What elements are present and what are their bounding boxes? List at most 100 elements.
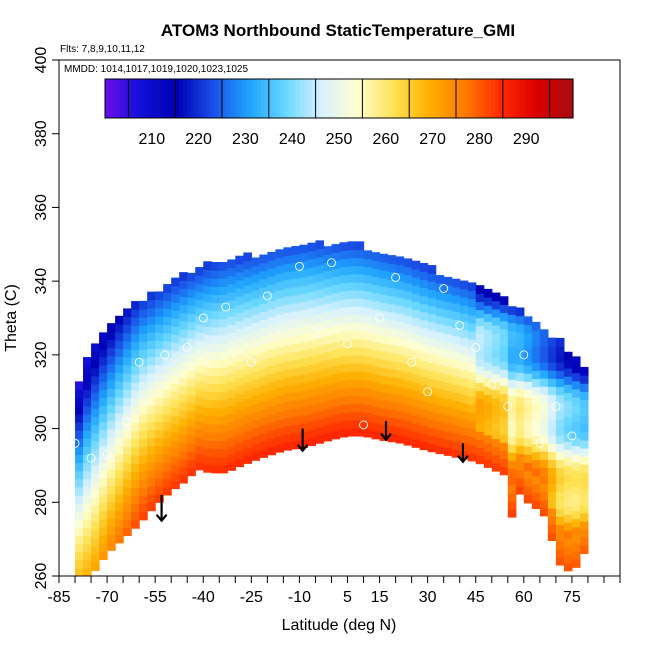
- field-cell: [227, 462, 236, 471]
- field-cell: [219, 310, 228, 320]
- field-cell: [347, 346, 357, 356]
- field-cell: [275, 346, 284, 356]
- field-cell: [499, 417, 509, 427]
- field-cell: [107, 404, 116, 413]
- field-cell: [123, 478, 132, 488]
- field-cell: [355, 265, 365, 275]
- colorbar-swatch: [323, 79, 328, 118]
- field-cell: [107, 461, 116, 470]
- field-cell: [355, 346, 365, 356]
- field-cell: [283, 263, 293, 273]
- field-cell: [243, 293, 252, 302]
- field-cell: [115, 453, 124, 463]
- profile-point: [327, 258, 336, 268]
- field-cell: [331, 406, 341, 415]
- field-cell: [235, 312, 244, 322]
- field-cell: [531, 419, 541, 428]
- field-cell: [259, 384, 268, 393]
- field-cell: [467, 306, 477, 316]
- field-cell: [275, 411, 284, 421]
- field-cell: [147, 332, 156, 341]
- field-cell: [339, 380, 349, 389]
- field-cell: [299, 301, 309, 311]
- field-cell: [467, 347, 477, 357]
- field-cell: [259, 351, 268, 361]
- field-cell: [571, 421, 581, 430]
- field-cell: [363, 282, 373, 292]
- field-cell: [171, 423, 180, 433]
- field-cell: [123, 438, 132, 447]
- field-cell: [131, 309, 140, 318]
- field-cell: [195, 388, 204, 398]
- field-cell: [483, 305, 493, 314]
- field-cell: [323, 294, 333, 304]
- field-cell: [371, 325, 381, 334]
- field-cell: [523, 324, 533, 334]
- colorbar-swatch: [424, 79, 430, 118]
- field-cell: [563, 400, 573, 410]
- field-cell: [323, 384, 333, 393]
- field-cell: [179, 458, 188, 468]
- field-cell: [451, 392, 461, 401]
- field-cell: [499, 296, 509, 305]
- field-cell: [323, 254, 333, 263]
- field-cell: [387, 336, 397, 345]
- field-cell: [251, 281, 260, 291]
- field-cell: [75, 470, 84, 480]
- field-cell: [331, 260, 341, 270]
- field-cell: [403, 380, 413, 389]
- field-cell: [419, 344, 429, 353]
- field-cell: [107, 420, 116, 430]
- x-tick-label: 75: [563, 589, 581, 606]
- field-cell: [355, 330, 365, 340]
- field-cell: [323, 286, 333, 296]
- field-cell: [123, 308, 132, 318]
- field-cell: [579, 464, 589, 473]
- field-cell: [91, 367, 100, 377]
- field-cell: [155, 291, 164, 301]
- field-cell: [403, 282, 413, 292]
- field-cell: [483, 313, 493, 322]
- field-cell: [203, 318, 212, 327]
- field-cell: [395, 353, 405, 363]
- field-cell: [123, 389, 132, 399]
- colorbar-swatch: [253, 79, 258, 118]
- field-cell: [83, 365, 92, 374]
- field-cell: [459, 394, 469, 403]
- field-cell: [203, 455, 212, 465]
- field-cell: [179, 450, 188, 460]
- field-cell: [75, 559, 84, 569]
- field-cell: [507, 492, 517, 502]
- field-cell: [515, 396, 525, 406]
- field-cell: [91, 440, 100, 450]
- field-cell: [507, 484, 517, 494]
- field-cell: [219, 391, 228, 401]
- field-cell: [139, 414, 148, 424]
- field-cell: [139, 373, 148, 383]
- field-cell: [123, 486, 132, 496]
- colorbar-swatch: [241, 79, 246, 118]
- field-cell: [187, 467, 196, 477]
- field-cell: [259, 368, 268, 377]
- field-cell: [139, 422, 148, 432]
- field-cell: [539, 491, 549, 501]
- field-cell: [555, 451, 565, 461]
- field-cell: [483, 345, 493, 355]
- colorbar-swatch: [530, 79, 535, 118]
- field-cell: [315, 386, 325, 396]
- field-cell: [371, 333, 381, 343]
- field-cell: [403, 323, 413, 333]
- field-cell: [323, 335, 333, 345]
- field-cell: [99, 526, 108, 536]
- field-cell: [195, 299, 204, 309]
- field-cell: [251, 443, 260, 453]
- field-cell: [331, 341, 341, 351]
- colorbar-swatch: [545, 79, 551, 118]
- field-cell: [139, 503, 148, 513]
- field-cell: [531, 386, 541, 396]
- field-cell: [283, 409, 293, 419]
- field-cell: [75, 519, 84, 528]
- field-cell: [91, 424, 100, 434]
- field-cell: [443, 357, 453, 367]
- field-cell: [315, 321, 325, 331]
